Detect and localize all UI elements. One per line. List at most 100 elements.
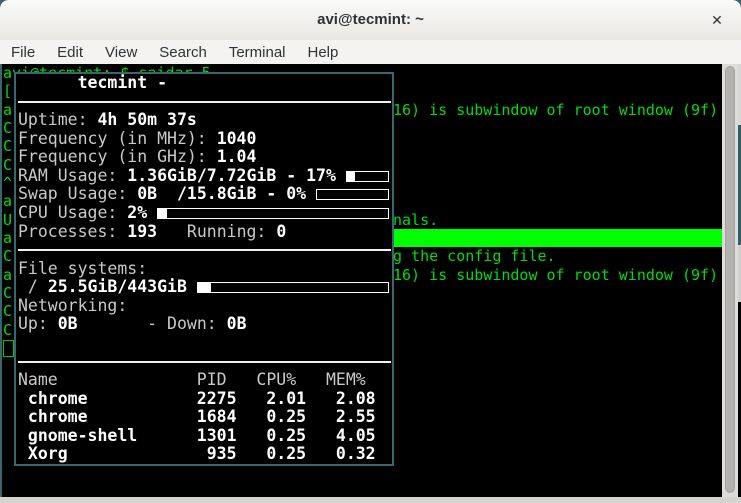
menubar: File Edit View Search Terminal Help: [0, 40, 741, 64]
terminal-cursor: [3, 339, 14, 357]
usage-bar: [196, 281, 389, 293]
saidar-separator: [18, 100, 391, 103]
stat-label: /: [18, 277, 48, 297]
terminal-left-border: [0, 64, 2, 497]
terminal-bg-char: a: [3, 192, 13, 211]
desktop-edge-segment: [738, 245, 741, 302]
saidar-line: / 25.5GiB/443GiB: [16, 277, 392, 297]
terminal-area: avi@tecmint: $ saidar 5[aCCC^aUaCaCCC16)…: [0, 64, 741, 497]
stat-value: 193: [127, 221, 158, 241]
terminal-bg-char: a: [3, 265, 13, 284]
saidar-line: [16, 241, 392, 260]
stat-value: 1.04: [216, 147, 257, 167]
saidar-line: Networking:: [16, 295, 392, 316]
stat-value: Xorg 935 0.25 0.32: [18, 444, 376, 464]
window-title: avi@tecmint: ~: [317, 11, 424, 28]
saidar-line: Frequency (in MHz): 1040: [16, 128, 392, 149]
saidar-title-line: tecmint -: [16, 74, 392, 93]
saidar-line: chrome 2275 2.01 2.08: [16, 388, 392, 409]
usage-bar: [157, 207, 389, 219]
saidar-line: [16, 352, 392, 371]
saidar-line: Xorg 935 0.25 0.32: [16, 445, 392, 464]
stat-value: 2%: [127, 203, 158, 223]
stat-value: 1.36GiB/7.72GiB - 17%: [127, 165, 346, 185]
terminal-bg-char: C: [3, 247, 13, 266]
desktop-edge-strip: [738, 64, 741, 497]
terminal-bg-char: C: [3, 118, 13, 137]
stat-label: - Down:: [77, 314, 227, 334]
stat-value: 0B: [57, 314, 78, 334]
desktop-edge-segment: [738, 125, 741, 245]
terminal-highlight-line: [393, 228, 722, 247]
stat-label: [18, 334, 28, 352]
terminal-bg-line: 16) is subwindow of root window (9f): [393, 100, 719, 119]
usage-bar-fill: [346, 171, 356, 181]
saidar-line: Up: 0B - Down: 0B: [16, 315, 392, 334]
window-bottom-border: [0, 497, 741, 503]
desktop-edge-segment: [738, 302, 741, 497]
saidar-line: RAM Usage: 1.36GiB/7.72GiB - 17%: [16, 165, 392, 186]
terminal-bg-line: 16) is subwindow of root window (9f): [393, 265, 719, 284]
scrollbar[interactable]: [722, 64, 738, 497]
stat-value: chrome 2275 2.01 2.08: [18, 388, 376, 408]
stat-value: chrome 1684 0.25 2.55: [18, 407, 376, 427]
stat-value: tecmint -: [18, 73, 177, 93]
terminal-bg-char: a: [3, 228, 13, 247]
saidar-line: File systems:: [16, 258, 392, 279]
stat-value: 25.5GiB/443GiB: [47, 277, 197, 297]
stat-label: Name PID CPU% MEM%: [18, 370, 366, 390]
terminal-screen[interactable]: avi@tecmint: $ saidar 5[aCCC^aUaCaCCC16)…: [2, 64, 722, 497]
terminal-bg-char: a: [3, 100, 13, 119]
terminal-bg-char: C: [3, 302, 13, 321]
menu-item-edit[interactable]: Edit: [57, 43, 84, 61]
menu-item-help[interactable]: Help: [307, 43, 339, 61]
saidar-separator: [18, 360, 391, 363]
terminal-bg-char: [: [3, 82, 13, 101]
saidar-line: gnome-shell 1301 0.25 4.05: [16, 425, 392, 446]
stat-label: Processes:: [18, 221, 128, 241]
saidar-line: Frequency (in GHz): 1.04: [16, 148, 392, 167]
menu-item-file[interactable]: File: [11, 43, 36, 61]
titlebar[interactable]: avi@tecmint: ~ ✕: [0, 0, 741, 41]
stat-label: Running:: [157, 221, 277, 241]
menu-item-view[interactable]: View: [105, 43, 138, 61]
saidar-line: [16, 93, 392, 112]
stat-value: 0B: [226, 314, 247, 334]
saidar-line: Processes: 193 Running: 0: [16, 221, 392, 242]
stat-value: gnome-shell 1301 0.25 4.05: [18, 425, 376, 445]
terminal-bg-char: U: [3, 210, 13, 229]
stat-label: Networking:: [18, 295, 128, 315]
terminal-bg-char: C: [3, 137, 13, 156]
saidar-line: Swap Usage: 0B /15.8GiB - 0%: [16, 185, 392, 204]
terminal-bg-line: g the config file.: [393, 247, 556, 266]
saidar-line: CPU Usage: 2%: [16, 203, 392, 223]
usage-bar: [316, 189, 389, 201]
usage-bar-fill: [197, 282, 212, 292]
stat-label: Uptime:: [18, 110, 98, 130]
terminal-bg-char: ^: [3, 173, 13, 192]
stat-label: Up:: [18, 314, 58, 334]
usage-bar: [345, 170, 389, 182]
menu-item-search[interactable]: Search: [159, 43, 207, 61]
terminal-bg-line: nals.: [393, 210, 439, 229]
desktop-edge-segment: [738, 64, 741, 125]
close-icon[interactable]: ✕: [711, 12, 723, 28]
terminal-bg-char: C: [3, 320, 13, 339]
saidar-line: Name PID CPU% MEM%: [16, 370, 392, 390]
menu-item-terminal[interactable]: Terminal: [228, 43, 286, 61]
scrollbar-thumb[interactable]: [725, 66, 735, 493]
stat-value: 1040: [216, 128, 257, 148]
stat-value: 0: [276, 221, 287, 241]
usage-bar-fill: [158, 208, 168, 218]
stat-label: CPU Usage:: [18, 203, 128, 223]
saidar-line: chrome 1684 0.25 2.55: [16, 407, 392, 427]
stat-value: 4h 50m 37s: [97, 110, 197, 130]
stat-label: Swap Usage:: [18, 184, 138, 204]
saidar-line: [16, 334, 392, 353]
stat-label: RAM Usage:: [18, 165, 128, 185]
stat-label: File systems:: [18, 258, 148, 278]
stat-label: Frequency (in GHz):: [18, 147, 217, 167]
saidar-line: Uptime: 4h 50m 37s: [16, 110, 392, 130]
terminal-bg-char: C: [3, 155, 13, 174]
